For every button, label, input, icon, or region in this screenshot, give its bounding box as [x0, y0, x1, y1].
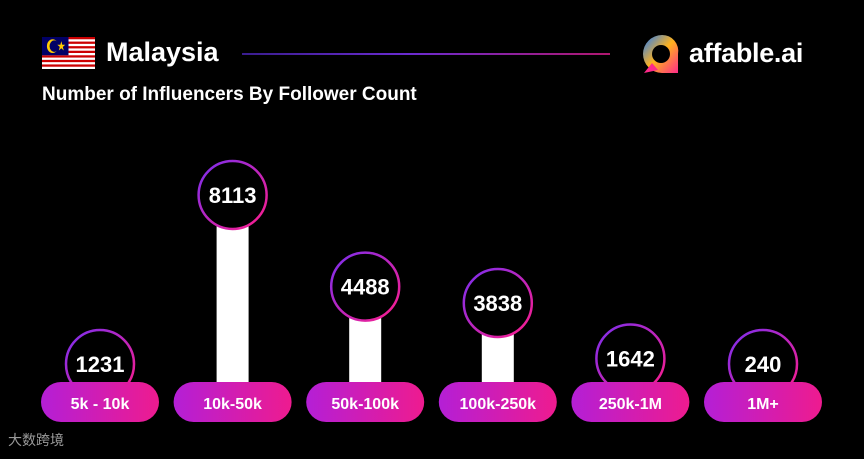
value-bubble: 1642: [595, 323, 666, 394]
brand-name: affable.ai: [689, 38, 804, 68]
category-pill-bg: [306, 382, 425, 422]
value-bubble: 8113: [197, 159, 268, 231]
value-bubble-ring: [197, 159, 268, 231]
category-pill: 10k-50k: [173, 382, 292, 422]
watermark-text: 大数跨境: [8, 432, 64, 448]
category-pill: 50k-100k: [306, 382, 425, 422]
data-label: 3838: [473, 291, 522, 316]
category-pill-bg: [571, 382, 690, 422]
data-label: 1642: [606, 347, 655, 372]
category-pill-bg: [173, 382, 292, 422]
data-label: 8113: [209, 183, 257, 208]
category-pill: 100k-250k: [438, 382, 557, 422]
category-label: 50k-100k: [331, 396, 399, 413]
category-pill-bg: [704, 382, 822, 422]
value-bubble: 1231: [64, 328, 136, 400]
data-label: 4488: [341, 275, 390, 300]
value-bubble-ring: [329, 251, 401, 322]
category-pill: 5k - 10k: [41, 382, 159, 422]
value-bubble: 3838: [462, 267, 534, 339]
malaysia-flag-icon: [42, 37, 95, 69]
country-title: Malaysia: [106, 37, 219, 67]
category-pill: 250k-1M: [571, 382, 690, 422]
category-label: 1M+: [747, 396, 779, 413]
data-label: 240: [745, 352, 782, 377]
category-label: 10k-50k: [203, 396, 262, 413]
value-bubble-ring: [462, 267, 534, 339]
header-divider: [242, 53, 610, 55]
affable-logo: affable.ai: [640, 32, 840, 76]
data-label: 1231: [76, 352, 125, 377]
category-label: 100k-250k: [460, 396, 537, 413]
value-bubble: 4488: [329, 251, 401, 322]
chart-title: Number of Influencers By Follower Count: [42, 84, 417, 105]
category-label: 5k - 10k: [71, 396, 130, 413]
category-pill-bg: [438, 382, 557, 422]
category-pill: 1M+: [704, 382, 822, 422]
category-label: 250k-1M: [599, 396, 662, 413]
affable-logo-icon: [643, 34, 679, 73]
category-pill-bg: [41, 382, 159, 422]
